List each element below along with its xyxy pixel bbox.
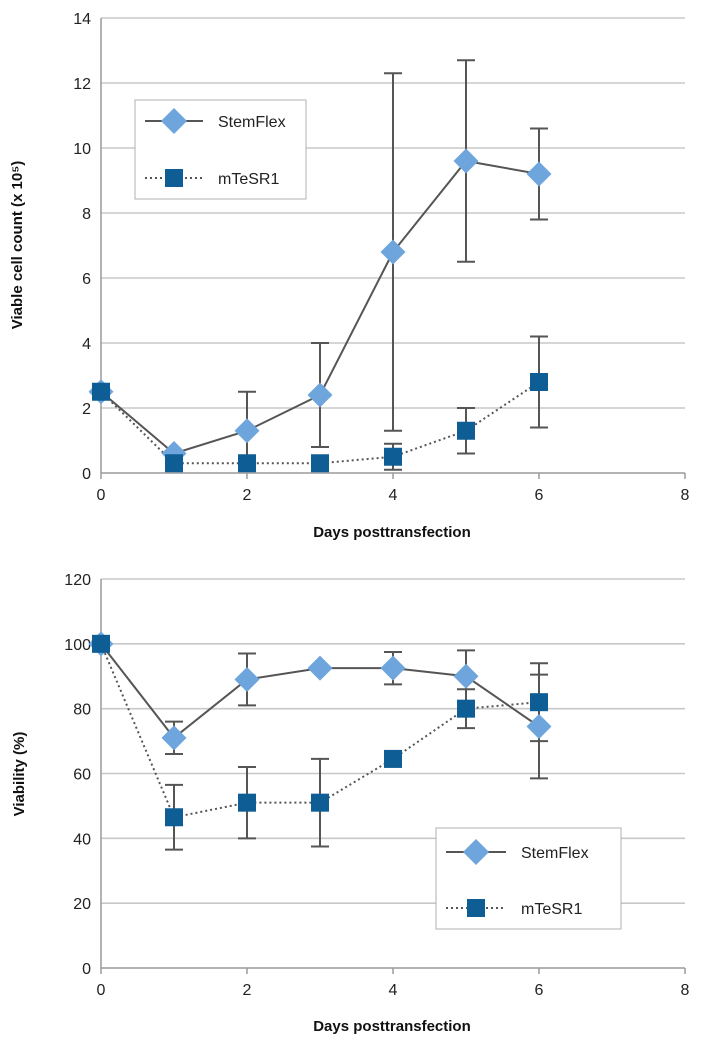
chart-1-y-tick-label: 6 [82, 271, 91, 288]
chart-1-point-stemflex [307, 382, 333, 408]
chart-1-y-tick-label: 4 [82, 336, 91, 353]
chart-2-point-stemflex [526, 713, 552, 739]
chart-2: 0 20 40 60 80 100 120 0 2 4 6 8 Days posttransfecti… [11, 572, 690, 1035]
chart-1-point-stemflex [526, 161, 552, 187]
chart-1-markers [88, 148, 552, 473]
chart-2-legend-stemflex-label: StemFlex [521, 845, 589, 862]
chart-1-legend-mtesr1-marker [165, 169, 183, 187]
chart-1-point-stemflex [380, 239, 406, 265]
chart-2-point-mtesr1 [165, 808, 183, 827]
chart-2-point-mtesr1 [530, 693, 548, 712]
chart-1-legend-stemflex-label: StemFlex [218, 114, 286, 131]
chart-1-y-tick-label: 0 [82, 466, 91, 483]
chart-1-y-tick-label: 8 [82, 206, 91, 223]
chart-2-point-stemflex [234, 666, 260, 692]
chart-2-x-tick-label: 6 [535, 982, 544, 999]
chart-1: 0 2 4 6 8 10 12 14 0 2 4 6 8 Days posttransfection V… [9, 11, 690, 541]
chart-2-y-tick-label: 80 [73, 702, 91, 719]
chart-2-point-mtesr1 [457, 699, 475, 718]
chart-2-point-mtesr1 [238, 793, 256, 812]
chart-1-legend-stemflex-marker [161, 108, 187, 134]
chart-1-legend-mtesr1-label: mTeSR1 [218, 171, 279, 188]
chart-1-tick-labels: 0 2 4 6 8 10 12 14 0 2 4 6 8 [73, 11, 689, 504]
chart-2-x-tick-label: 4 [389, 982, 398, 999]
chart-2-point-stemflex [453, 663, 479, 689]
chart-2-point-mtesr1 [311, 793, 329, 812]
chart-2-point-stemflex [380, 655, 406, 681]
chart-2-tick-labels: 0 20 40 60 80 100 120 0 2 4 6 8 [64, 572, 689, 999]
chart-1-x-tick-label: 6 [535, 487, 544, 504]
chart-2-y-tick-label: 120 [64, 572, 91, 589]
chart-1-y-tick-label: 2 [82, 401, 91, 418]
chart-2-legend-box [435, 827, 622, 930]
chart-2-x-tick-label: 2 [243, 982, 252, 999]
chart-2-legend-mtesr1-marker [467, 899, 485, 917]
chart-2-y-axis-title: Viability (%) [11, 732, 28, 817]
chart-2-y-tick-label: 40 [73, 831, 91, 848]
chart-1-x-tick-label: 0 [97, 487, 106, 504]
chart-2-x-tick-label: 8 [681, 982, 690, 999]
chart-1-point-mtesr1 [92, 382, 110, 401]
chart-1-point-mtesr1 [530, 373, 548, 391]
chart-2-y-tick-label: 60 [73, 767, 91, 784]
chart-2-point-stemflex [161, 725, 187, 751]
chart-1-y-tick-label: 10 [73, 141, 91, 158]
chart-2-x-axis-title: Days posttransfection [313, 1018, 471, 1035]
chart-2-point-stemflex [307, 655, 333, 681]
chart-2-point-mtesr1 [92, 634, 110, 653]
chart-1-x-tick-label: 2 [243, 487, 252, 504]
chart-1-point-mtesr1 [238, 454, 256, 473]
chart-1-y-tick-label: 12 [73, 76, 91, 93]
chart-2-y-tick-label: 100 [64, 637, 91, 654]
chart-2-legend-mtesr1-label: mTeSR1 [521, 901, 582, 918]
chart-2-legend: StemFlex mTeSR1 [435, 827, 622, 930]
chart-1-point-stemflex [453, 148, 479, 174]
chart-1-point-stemflex [234, 418, 260, 444]
chart-1-x-tick-label: 4 [389, 487, 398, 504]
chart-1-x-axis-title: Days posttransfection [313, 524, 471, 541]
chart-1-point-mtesr1 [384, 447, 402, 466]
chart-2-y-tick-label: 0 [82, 961, 91, 978]
chart-2-markers [88, 631, 552, 827]
chart-1-point-mtesr1 [457, 421, 475, 440]
chart-2-legend-stemflex-marker [463, 839, 489, 865]
chart-2-x-tick-label: 0 [97, 982, 106, 999]
chart-1-y-tick-label: 14 [73, 11, 91, 28]
chart-2-point-mtesr1 [384, 749, 402, 768]
chart-1-point-mtesr1 [311, 454, 329, 473]
chart-1-legend: StemFlex mTeSR1 [134, 99, 307, 200]
chart-1-point-mtesr1 [165, 454, 183, 473]
chart-2-error-bars [165, 649, 548, 851]
chart-1-x-tick-label: 8 [681, 487, 690, 504]
chart-2-y-tick-label: 20 [73, 896, 91, 913]
chart-1-y-axis-title: Viable cell count (x 10⁵) [9, 161, 26, 330]
chart-1-legend-box [134, 99, 307, 200]
